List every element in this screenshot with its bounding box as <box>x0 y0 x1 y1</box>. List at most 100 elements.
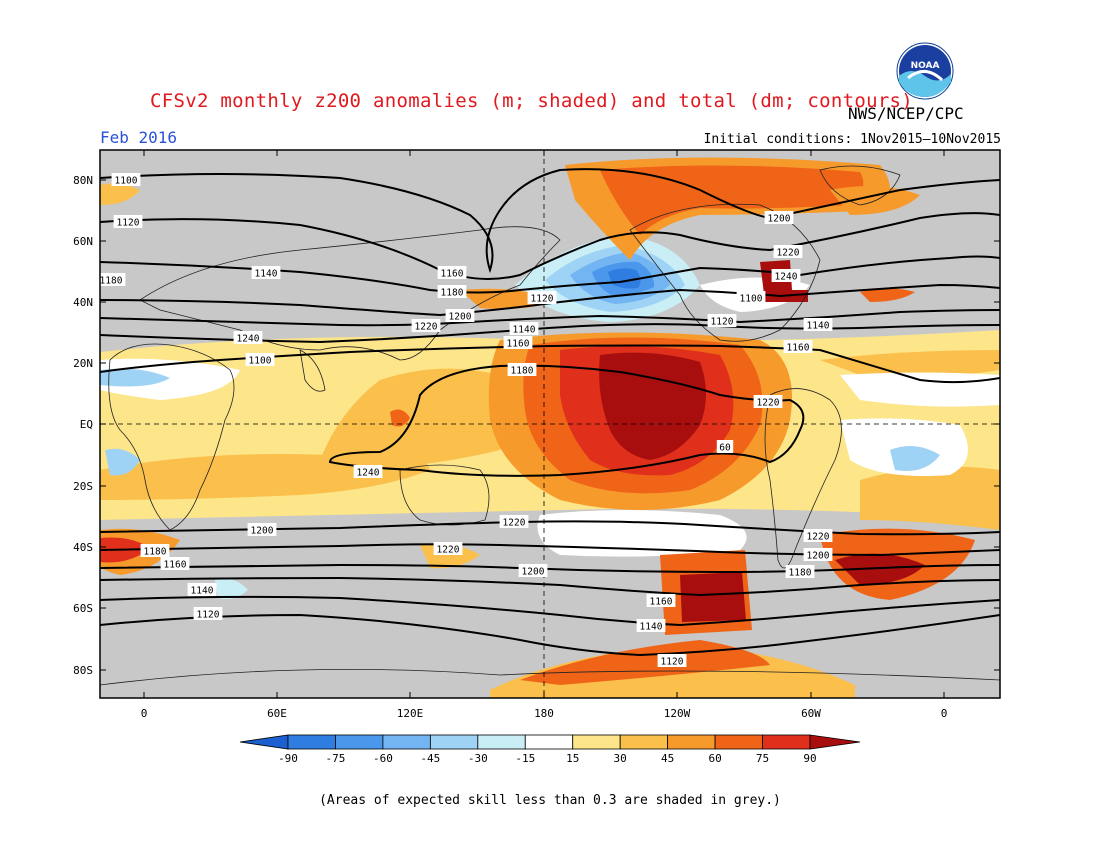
contour-label-bg <box>499 515 529 528</box>
coastlines <box>100 165 1000 686</box>
chart-title: CFSv2 monthly z200 anomalies (m; shaded)… <box>150 90 914 112</box>
colorbar-arrow-low <box>239 734 289 750</box>
colorbar-segment <box>335 734 384 750</box>
colorbar-segment <box>762 734 811 750</box>
contour-labels: 1100 1120 1140 1160 1180 1200 1220 1240 1100 1120… <box>96 173 833 668</box>
contour-label-bg <box>160 557 190 570</box>
contour-label-bg <box>233 331 263 344</box>
contour-label-bg <box>509 322 539 335</box>
lon-label: 180 <box>534 707 554 720</box>
lon-label: 0 <box>141 707 148 720</box>
contour-label-bg <box>245 353 275 366</box>
colorbar-segment <box>382 734 431 750</box>
contour-label: 1160 <box>650 597 673 608</box>
contour-1220-north <box>100 344 1000 384</box>
coast-north-america <box>629 203 821 342</box>
contour-1140-north <box>100 255 1000 294</box>
colorbar-tick-label: 15 <box>566 752 579 765</box>
contour-label-bg <box>753 395 783 408</box>
contour-label: 1200 <box>251 526 274 537</box>
contour-label: 1140 <box>807 321 830 332</box>
coast-india <box>299 349 326 392</box>
colorbar-segment <box>477 734 526 750</box>
contour-1100-north <box>100 168 1000 274</box>
colorbar-tick-label: -60 <box>373 752 393 765</box>
lat-label: 60S <box>73 602 93 615</box>
contour-1140-south <box>100 595 1000 627</box>
contour-label-bg <box>96 273 126 286</box>
contour-label-bg <box>437 266 467 279</box>
colorbar-tick-label: 45 <box>661 752 674 765</box>
colorbar-arrow-high <box>809 734 861 750</box>
contour-label: 1100 <box>115 176 138 187</box>
anomaly-region-cool-nw <box>100 368 170 387</box>
colorbar-tick-label: -30 <box>468 752 488 765</box>
axis-ticks: 80N 60N 40N 20N EQ 20S 40S 60S 80S 0 60E 120E 180 120… <box>73 150 1000 720</box>
contour-label: 1180 <box>511 366 534 377</box>
coast-australia <box>399 464 490 526</box>
contour-label: 1160 <box>441 269 464 280</box>
contour-label: 1180 <box>441 288 464 299</box>
contour-label: 1220 <box>777 248 800 259</box>
lat-label: 80N <box>73 174 93 187</box>
contour-label: 1220 <box>757 398 780 409</box>
lat-label: 20N <box>73 357 93 370</box>
contour-label: 1160 <box>787 343 810 354</box>
contour-label: 1120 <box>661 657 684 668</box>
contour-label-bg <box>187 583 217 596</box>
colorbar-segment <box>619 734 669 750</box>
anomaly-region-wpac <box>320 368 510 470</box>
coast-africa <box>108 343 235 531</box>
contour-label: 1240 <box>357 468 380 479</box>
contour-label: 1140 <box>640 622 663 633</box>
contour-1220-south <box>100 520 1000 536</box>
height-contours <box>100 168 1000 657</box>
anomaly-region-indonesia <box>390 409 410 427</box>
contour-label-bg <box>783 340 813 353</box>
contour-label-bg <box>773 245 803 258</box>
coast-south-america <box>764 388 842 569</box>
skill-footnote: (Areas of expected skill less than 0.3 a… <box>319 793 781 808</box>
contour-label-bg <box>437 285 467 298</box>
anomaly-shading <box>100 157 1000 698</box>
contour-1200-north <box>100 323 1000 344</box>
colorbar-tick-label: 90 <box>803 752 816 765</box>
lon-label: 60E <box>267 707 287 720</box>
initial-conditions: Initial conditions: 1Nov2015–10Nov2015 <box>703 132 1001 147</box>
contour-label: 1160 <box>164 560 187 571</box>
contour-label-bg <box>764 211 794 224</box>
contour-label-bg <box>445 309 475 322</box>
lat-label: 40S <box>73 541 93 554</box>
anomaly-region-atlantic-north <box>860 288 915 302</box>
contour-1120-north <box>100 212 1000 280</box>
contour-1160-north <box>100 283 1000 317</box>
contour-label-bg <box>803 529 833 542</box>
contour-label: 60 <box>719 443 731 454</box>
contour-1160-south <box>100 576 1000 597</box>
agency-label: NWS/NCEP/CPC <box>848 104 964 123</box>
contour-label: 1200 <box>449 312 472 323</box>
anomaly-region-arctic-60 <box>600 165 864 235</box>
anomaly-region-cool-south <box>215 578 248 599</box>
anomaly-region-sh-east-red <box>835 553 925 585</box>
contour-label: 1140 <box>255 269 278 280</box>
contour-label-bg <box>803 318 833 331</box>
contour-label-bg <box>251 266 281 279</box>
anomaly-region-east-atl <box>860 466 1000 530</box>
forecast-month: Feb 2016 <box>100 128 178 147</box>
contour-label-bg <box>111 173 141 186</box>
colorbar-segment <box>524 734 574 750</box>
contour-label: 1160 <box>507 339 530 350</box>
coast-eurasia <box>139 226 561 361</box>
contour-label-bg <box>527 291 557 304</box>
contour-label-bg <box>518 564 548 577</box>
contour-label-bg <box>507 363 537 376</box>
anomaly-region-north-orange <box>100 183 140 205</box>
contour-1200-south <box>100 543 1000 557</box>
contour-label: 1120 <box>197 610 220 621</box>
colorbar-tick-label: 60 <box>708 752 721 765</box>
lat-label: 40N <box>73 296 93 309</box>
colorbar-tick-label: -15 <box>515 752 535 765</box>
anomaly-region-cool-africa <box>105 448 140 476</box>
logo-text: NOAA <box>911 61 940 71</box>
